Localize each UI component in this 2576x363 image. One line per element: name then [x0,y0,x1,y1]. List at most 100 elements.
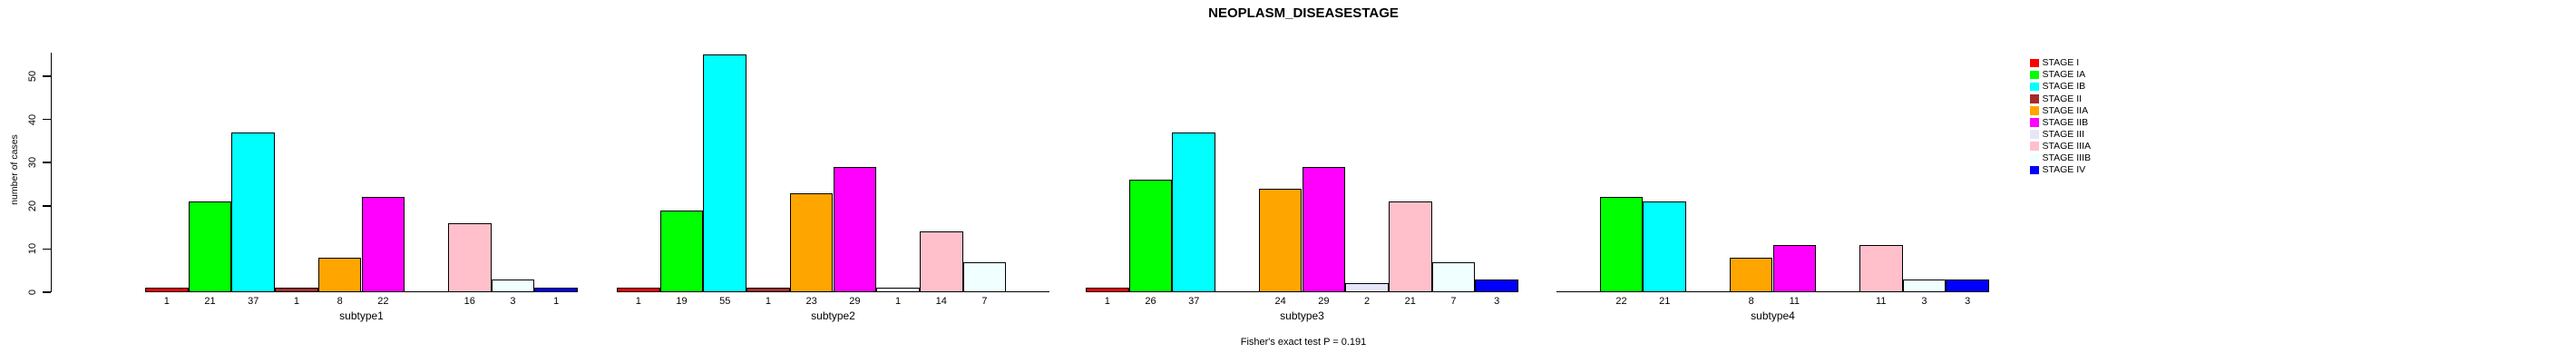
bar-value-label: 3 [1965,296,1971,307]
legend-item: STAGE IIA [2030,104,2091,116]
y-tick-label: 50 [27,70,38,83]
legend-swatch [2030,106,2039,115]
legend-swatch [2030,153,2039,163]
bar-value-label: 26 [1145,296,1156,307]
bar-value-label: 3 [510,296,516,307]
legend-item: STAGE III [2030,129,2091,141]
bar-value-label: 21 [204,296,216,307]
legend-item: STAGE II [2030,93,2091,104]
bar-subtype2-stage-iiia [919,231,963,292]
y-axis-line [50,53,52,292]
footer-note: Fisher's exact test P = 0.191 [1240,337,1367,348]
x-axis-group-label: subtype2 [811,309,855,322]
legend-label: STAGE IIA [2042,104,2089,116]
legend-item: STAGE IA [2030,69,2091,81]
bar-subtype3-stage-i [1086,288,1129,292]
bar-value-label: 21 [1659,296,1671,307]
legend-swatch [2030,94,2039,103]
bar-subtype2-stage-iia [789,192,834,292]
bar-subtype1-stage-ia [188,201,232,292]
bar-subtype3-stage-iiib [1431,261,1476,292]
bar-value-label: 11 [1789,296,1800,307]
y-axis-title: number of cases [9,134,20,205]
y-tick-mark [43,291,51,293]
bar-value-label: 23 [805,296,817,307]
bar-value-label: 1 [163,296,170,307]
y-tick-label: 40 [27,113,38,125]
x-axis-group-label: subtype3 [1280,309,1324,322]
bar-value-label: 7 [981,296,988,307]
legend-swatch [2030,82,2039,92]
bar-subtype3-stage-iia [1258,188,1303,292]
bar-value-label: 8 [337,296,343,307]
legend-item: STAGE IV [2030,164,2091,176]
legend-label: STAGE II [2042,93,2083,104]
bar-value-label: 1 [635,296,641,307]
bar-subtype3-stage-iv [1475,279,1518,292]
bar-value-label: 1 [553,296,560,307]
bar-value-label: 7 [1450,296,1457,307]
bar-value-label: 1 [293,296,299,307]
bar-subtype4-stage-iib [1772,244,1817,292]
bar-value-label: 14 [935,296,947,307]
bar-subtype4-stage-iia [1729,257,1773,292]
bar-value-label: 55 [719,296,731,307]
bar-value-label: 29 [849,296,861,307]
bar-value-label: 22 [377,296,389,307]
legend-label: STAGE IB [2042,81,2086,93]
legend-item: STAGE IIIA [2030,141,2091,152]
bar-value-label: 11 [1876,296,1887,307]
bar-value-label: 3 [1494,296,1500,307]
y-tick-mark [43,205,51,207]
legend-label: STAGE IIIA [2042,140,2091,152]
legend-label: STAGE IA [2042,69,2086,81]
y-tick-label: 10 [27,243,38,255]
x-axis-group-label: subtype4 [1751,309,1795,322]
bar-subtype2-stage-iii [876,288,920,292]
legend-label: STAGE IV [2042,164,2086,176]
bar-value-label: 16 [463,296,475,307]
bar-value-label: 22 [1615,296,1627,307]
bar-value-label: 1 [894,296,902,307]
bar-subtype2-stage-iib [833,166,877,292]
y-tick-mark [43,248,51,250]
bar-subtype4-stage-iv [1946,279,1989,292]
y-tick-label: 30 [27,157,38,169]
y-tick-mark [43,118,51,121]
y-tick-mark [43,75,51,77]
legend-swatch [2030,142,2039,151]
bar-value-label: 3 [1921,296,1927,307]
bar-subtype1-stage-iib [361,197,405,292]
bar-subtype4-stage-iiib [1902,279,1947,292]
bar-subtype1-stage-iiib [491,279,535,292]
legend-item: STAGE I [2030,57,2091,69]
legend-label: STAGE IIB [2042,116,2089,128]
y-tick-label: 20 [27,200,38,211]
legend-label: STAGE IIIB [2042,152,2091,164]
bar-value-label: 8 [1748,296,1754,307]
bar-subtype4-stage-ia [1599,197,1644,292]
bar-value-label: 37 [1188,296,1200,307]
bar-value-label: 21 [1404,296,1416,307]
legend-swatch [2030,70,2039,80]
y-tick-label: 0 [27,289,38,296]
x-axis-group-label: subtype1 [339,309,384,322]
bar-value-label: 29 [1318,296,1330,307]
legend-swatch [2030,118,2039,127]
bar-subtype1-stage-ib [231,132,276,292]
bar-subtype1-stage-i [145,288,189,292]
bar-value-label: 2 [1363,296,1371,307]
legend-label: STAGE I [2042,57,2080,69]
legend: STAGE I STAGE IA STAGE IB STAGE II STAGE IIA… [2030,57,2091,176]
bar-subtype2-stage-ia [659,210,704,292]
legend-item: STAGE IB [2030,81,2091,93]
bar-subtype1-stage-ii [275,288,318,292]
bar-subtype4-stage-iiia [1859,244,1903,292]
legend-swatch [2030,165,2039,175]
y-tick-mark [43,162,51,163]
bar-subtype2-stage-ib [703,54,747,292]
bar-subtype2-stage-i [617,288,660,292]
legend-item: STAGE IIB [2030,116,2091,128]
bar-value-label: 24 [1274,296,1286,307]
bar-value-label: 1 [765,296,771,307]
